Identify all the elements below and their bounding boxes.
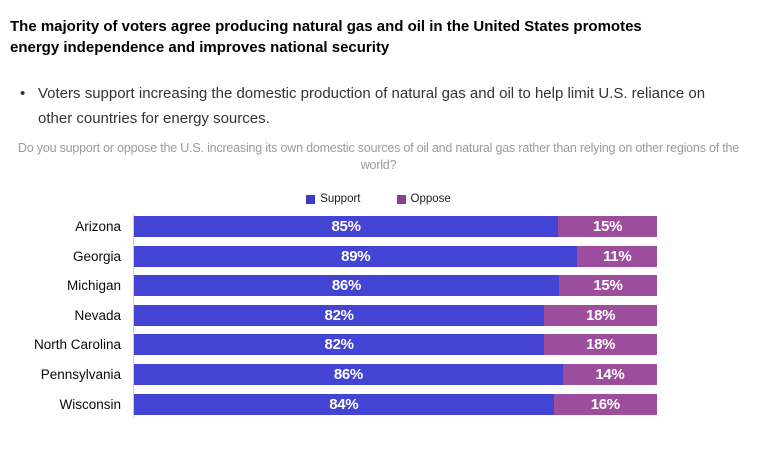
survey-question: Do you support or oppose the U.S. increa… [17,141,740,172]
stacked-bar-chart: Arizona 85% 15% Georgia 89% 11% Michigan 86% 15%… [0,214,757,418]
oppose-value-label: 15% [593,218,623,235]
legend-label: Oppose [410,193,451,205]
oppose-value-label: 15% [593,277,623,295]
stacked-bar: 86% 14% [134,363,657,385]
bullet-text: Voters support increasing the domestic p… [38,85,706,127]
legend-item-support: Support [306,193,361,205]
oppose-bar-segment: 15% [558,216,657,237]
oppose-value-label: 11% [603,247,632,265]
support-bar-segment: 86% [134,275,559,297]
category-label: Pennsylvania [40,366,121,382]
category-label: Wisconsin [59,396,121,412]
legend-swatch-icon [306,194,316,204]
support-value-label: 84% [329,395,359,413]
legend-label: Support [320,193,361,205]
oppose-bar-segment: 18% [544,334,657,356]
chart-row: Nevada 82% 18% [0,304,757,326]
oppose-bar-segment: 11% [577,245,657,267]
chart-rows: Arizona 85% 15% Georgia 89% 11% Michigan 86% 15%… [0,216,757,415]
support-bar-segment: 89% [134,245,578,267]
support-bar-segment: 85% [134,216,559,237]
chart-row: Pennsylvania 86% 14% [0,363,757,385]
legend-swatch-icon [396,194,406,204]
support-value-label: 89% [341,247,371,265]
bullet-point: • Voters support increasing the domestic… [20,81,741,131]
support-bar-segment: 86% [134,363,563,385]
stacked-bar: 82% 18% [134,334,657,356]
category-label: North Carolina [33,337,121,353]
support-value-label: 86% [333,365,363,383]
chart-row: Arizona 85% 15% [0,216,757,237]
stacked-bar: 86% 15% [134,275,657,297]
stacked-bar: 84% 16% [134,393,657,415]
bullet-marker: • [20,85,26,102]
support-bar-segment: 84% [134,393,554,415]
legend-item-oppose: Oppose [396,193,451,205]
support-bar-segment: 82% [134,304,545,326]
category-label: Arizona [75,219,121,234]
chart-row: Wisconsin 84% 16% [0,393,757,415]
oppose-bar-segment: 16% [553,393,657,415]
oppose-bar-segment: 15% [558,275,657,297]
support-value-label: 82% [324,306,354,324]
oppose-value-label: 16% [590,395,620,413]
stacked-bar: 89% 11% [134,245,657,267]
stacked-bar: 82% 18% [134,304,657,326]
category-label: Michigan [66,278,121,294]
support-value-label: 82% [324,336,354,354]
chart-row: Michigan 86% 15% [0,275,757,297]
oppose-bar-segment: 18% [544,304,657,326]
oppose-value-label: 18% [586,306,616,324]
support-bar-segment: 82% [134,334,545,356]
support-value-label: 86% [331,277,361,295]
chart-legend: Support Oppose [0,193,757,205]
page-title: The majority of voters agree producing n… [10,18,642,56]
stacked-bar: 85% 15% [134,216,657,237]
category-label: Nevada [74,307,121,323]
support-value-label: 85% [331,218,361,235]
chart-row: North Carolina 82% 18% [0,334,757,356]
oppose-value-label: 14% [595,365,625,383]
oppose-value-label: 18% [586,336,616,354]
category-label: Georgia [72,248,121,264]
y-axis-line [133,214,134,418]
chart-row: Georgia 89% 11% [0,245,757,267]
oppose-bar-segment: 14% [562,363,657,385]
